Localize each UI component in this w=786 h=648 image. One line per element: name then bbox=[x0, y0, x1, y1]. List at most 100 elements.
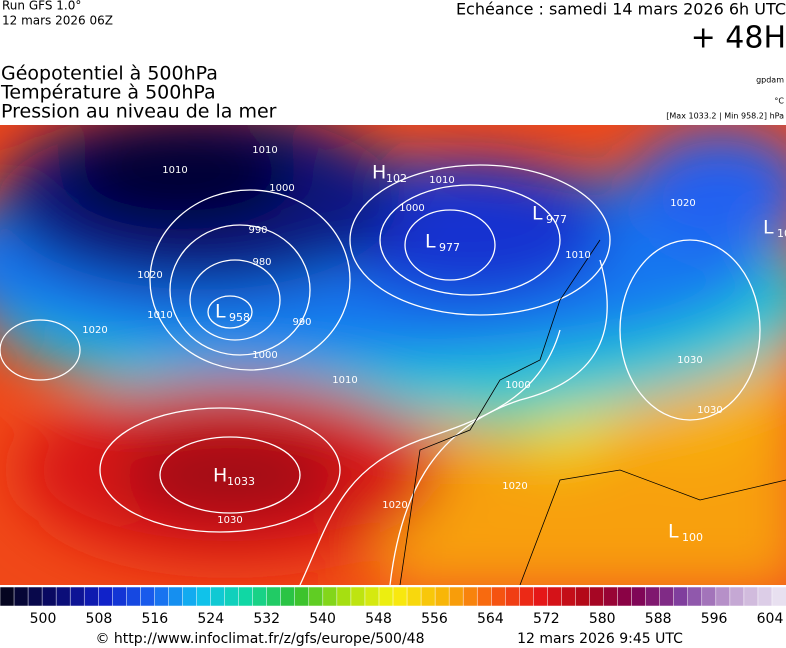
isobar-label: 980 bbox=[252, 257, 271, 268]
colorbar-swatch bbox=[589, 586, 605, 607]
center-value: 977 bbox=[546, 213, 567, 226]
isobar-label: 990 bbox=[292, 317, 311, 328]
unit: gpdam bbox=[756, 76, 784, 85]
colorbar-label: 532 bbox=[253, 611, 280, 627]
isobar-label: 1020 bbox=[670, 198, 695, 209]
isobar-label: 1010 bbox=[162, 165, 187, 176]
colorbar-label: 596 bbox=[701, 611, 728, 627]
colorbar-swatch bbox=[98, 586, 114, 607]
colorbar-swatch bbox=[322, 586, 338, 607]
valid-time: Echéance : samedi 14 mars 2026 6h UTC bbox=[456, 0, 786, 19]
colorbar-swatch bbox=[491, 586, 507, 607]
issue-time: 12 mars 2026 9:45 UTC bbox=[517, 631, 683, 647]
center-letter: L bbox=[532, 203, 543, 225]
isobar-label: 990 bbox=[248, 225, 267, 236]
colorbar-label: 572 bbox=[533, 611, 560, 627]
title: Géopotentiel à 500hPa bbox=[1, 63, 218, 85]
isobar-label: 1010 bbox=[252, 145, 277, 156]
colorbar-label: 556 bbox=[421, 611, 448, 627]
colorbar-label: 548 bbox=[365, 611, 392, 627]
colorbar-swatch bbox=[13, 586, 29, 607]
center-letter: L bbox=[425, 231, 436, 253]
isobar-label: 1000 bbox=[269, 183, 294, 194]
isobar-label: 1000 bbox=[505, 380, 530, 391]
colorbar-swatch bbox=[392, 586, 408, 607]
colorbar-swatch bbox=[308, 586, 324, 607]
colorbar-swatch bbox=[266, 586, 282, 607]
colorbar-swatch bbox=[701, 586, 717, 607]
colorbar-swatch bbox=[182, 586, 198, 607]
unit: °C bbox=[774, 97, 784, 106]
center-letter: L bbox=[763, 217, 774, 239]
colorbar-swatch bbox=[168, 586, 184, 607]
colorbar-swatch bbox=[505, 586, 521, 607]
colorbar-swatch bbox=[378, 586, 394, 607]
colorbar-swatch bbox=[27, 586, 43, 607]
isobar-label: 1020 bbox=[502, 481, 527, 492]
colorbar-label: 500 bbox=[30, 611, 57, 627]
colorbar-swatch bbox=[561, 586, 577, 607]
colorbar-label: 580 bbox=[589, 611, 616, 627]
colorbar-label: 588 bbox=[645, 611, 672, 627]
colorbar-swatch bbox=[673, 586, 689, 607]
colorbar-swatch bbox=[476, 586, 493, 607]
map-labels: L958H1033L977L977H102L10L100101010101000… bbox=[82, 145, 786, 544]
colorbar-swatch bbox=[715, 586, 731, 607]
colorbar: 500 508 516 524 532 540 548 556 564 572 580 588 596 6… bbox=[0, 586, 786, 627]
center-letter: H bbox=[213, 465, 227, 487]
isobar-label: 1000 bbox=[399, 203, 424, 214]
colorbar-label: 564 bbox=[477, 611, 504, 627]
center-letter: H bbox=[372, 162, 386, 184]
title: Température à 500hPa bbox=[0, 82, 216, 104]
colorbar-swatch bbox=[69, 586, 85, 607]
isobar-label: 1020 bbox=[137, 270, 162, 281]
colorbar-swatch bbox=[154, 586, 170, 607]
colorbar-swatch bbox=[631, 586, 647, 607]
colorbar-swatch bbox=[280, 586, 296, 607]
isobar-label: 1010 bbox=[429, 175, 454, 186]
colorbar-label: 516 bbox=[141, 611, 168, 627]
colorbar-swatch bbox=[0, 586, 15, 607]
colorbar-swatch bbox=[757, 586, 773, 607]
colorbar-swatch bbox=[336, 586, 352, 607]
isobar-label: 1030 bbox=[217, 515, 242, 526]
isobar-label: 1010 bbox=[565, 250, 590, 261]
colorbar-swatch bbox=[210, 586, 226, 607]
isobar-label: 1010 bbox=[147, 310, 172, 321]
colorbar-swatch bbox=[420, 586, 436, 607]
colorbar-swatch bbox=[83, 586, 100, 607]
colorbar-swatch bbox=[729, 586, 745, 607]
colorbar-swatch bbox=[55, 586, 71, 607]
colorbar-label: 604 bbox=[757, 611, 784, 627]
isobar-label: 1020 bbox=[382, 500, 407, 511]
colorbar-label: 508 bbox=[86, 611, 113, 627]
colorbar-swatch bbox=[617, 586, 633, 607]
colorbar-label: 524 bbox=[197, 611, 224, 627]
colorbar-swatch bbox=[112, 586, 128, 607]
colorbar-swatch bbox=[140, 586, 156, 607]
isobar-label: 1030 bbox=[677, 355, 702, 366]
colorbar-swatch bbox=[350, 586, 366, 607]
colorbar-swatch bbox=[645, 586, 661, 607]
colorbar-swatch bbox=[294, 586, 310, 607]
colorbar-swatch bbox=[771, 586, 786, 607]
colorbar-swatch bbox=[533, 586, 549, 607]
isobar-label: 1010 bbox=[332, 375, 357, 386]
map bbox=[0, 125, 786, 585]
colorbar-swatch bbox=[126, 586, 142, 607]
colorbar-swatch bbox=[743, 586, 759, 607]
colorbar-swatch bbox=[547, 586, 563, 607]
isobar-label: 1030 bbox=[697, 405, 722, 416]
run: Run GFS 1.0° bbox=[2, 0, 81, 13]
run-date: 12 mars 2026 06Z bbox=[2, 14, 113, 28]
colorbar-swatch bbox=[434, 586, 450, 607]
isobar-label: 1020 bbox=[82, 325, 107, 336]
colorbar-swatch bbox=[575, 586, 591, 607]
center-value: 102 bbox=[386, 172, 407, 185]
colorbar-swatch bbox=[364, 586, 380, 607]
colorbar-swatch bbox=[659, 586, 675, 607]
isobar-label: 1000 bbox=[252, 350, 277, 361]
colorbar-swatch bbox=[603, 586, 619, 607]
center-value: 977 bbox=[439, 241, 460, 254]
unit: [Max 1033.2 | Min 958.2] hPa bbox=[666, 112, 784, 121]
